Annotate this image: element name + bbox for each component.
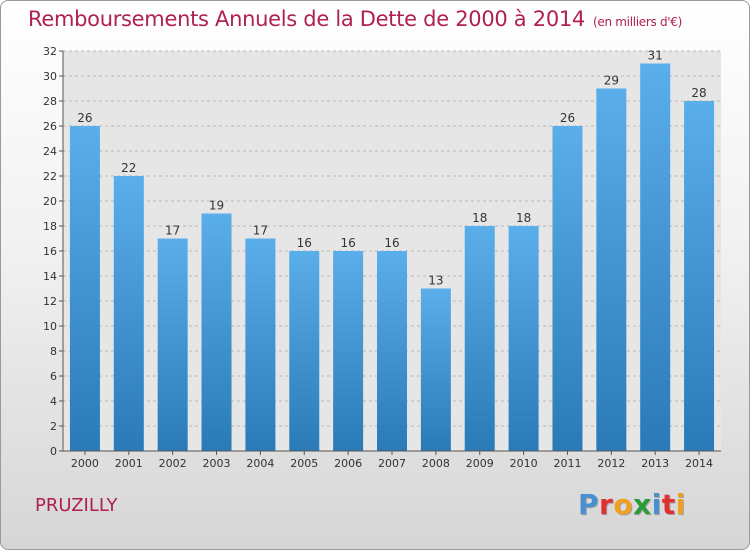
bar-value-label: 17 <box>253 224 268 238</box>
y-tick-label: 24 <box>43 145 57 158</box>
logo-letter: i <box>651 488 662 521</box>
y-tick-label: 30 <box>43 70 57 83</box>
x-tick-label: 2010 <box>510 457 538 470</box>
bar-2008 <box>420 288 451 451</box>
bar-value-label: 16 <box>384 236 399 250</box>
bar-2009 <box>464 226 495 451</box>
y-tick-label: 14 <box>43 270 57 283</box>
y-tick-label: 22 <box>43 170 57 183</box>
x-tick-label: 2005 <box>290 457 318 470</box>
logo-letter: i <box>675 488 686 521</box>
x-tick-label: 2008 <box>422 457 450 470</box>
chart-title: Remboursements Annuels de la Dette de 20… <box>28 7 682 31</box>
logo-letter: r <box>599 488 614 521</box>
bar-2013 <box>640 63 671 451</box>
bar-value-label: 13 <box>428 274 443 288</box>
bar-2007 <box>377 251 407 451</box>
bar-value-label: 26 <box>560 111 575 125</box>
bar-2011 <box>552 126 583 451</box>
bar-2005 <box>289 251 320 451</box>
bar-2014 <box>684 101 715 451</box>
bar-value-label: 19 <box>209 199 224 213</box>
x-tick-label: 2007 <box>378 457 406 470</box>
bar-value-label: 16 <box>340 236 355 250</box>
chart-unit: (en milliers d'€) <box>593 15 683 29</box>
bar-value-label: 16 <box>297 236 312 250</box>
y-tick-label: 18 <box>43 220 57 233</box>
y-tick-label: 4 <box>50 395 57 408</box>
proxiti-logo: Proxiti <box>578 488 686 521</box>
bar-2002 <box>157 238 188 451</box>
bar-value-label: 26 <box>77 111 92 125</box>
x-tick-label: 2003 <box>203 457 231 470</box>
logo-letter: x <box>633 488 652 521</box>
y-tick-label: 2 <box>50 420 57 433</box>
y-tick-label: 10 <box>43 320 57 333</box>
x-tick-label: 2009 <box>466 457 494 470</box>
bar-value-label: 18 <box>516 211 531 225</box>
x-tick-label: 2006 <box>334 457 362 470</box>
logo-letter: t <box>661 488 676 521</box>
bar-2012 <box>596 88 627 451</box>
bar-2010 <box>508 226 539 451</box>
bar-2004 <box>245 238 276 451</box>
bar-2001 <box>113 176 144 451</box>
x-tick-label: 2000 <box>71 457 99 470</box>
bar-2006 <box>333 251 364 451</box>
x-tick-label: 2012 <box>597 457 625 470</box>
x-tick-label: 2001 <box>115 457 143 470</box>
chart-title-text: Remboursements Annuels de la Dette de 20… <box>28 7 585 31</box>
y-tick-label: 6 <box>50 370 57 383</box>
bar-2000 <box>69 126 100 451</box>
bar-value-label: 17 <box>165 224 180 238</box>
x-tick-label: 2002 <box>159 457 187 470</box>
bar-2003 <box>201 213 232 451</box>
bar-value-label: 22 <box>121 161 136 175</box>
y-tick-label: 20 <box>43 195 57 208</box>
bar-value-label: 18 <box>472 211 487 225</box>
y-tick-label: 12 <box>43 295 57 308</box>
x-tick-label: 2004 <box>246 457 274 470</box>
bar-value-label: 29 <box>604 74 619 88</box>
y-tick-label: 26 <box>43 120 57 133</box>
y-tick-label: 0 <box>50 445 57 458</box>
y-tick-label: 16 <box>43 245 57 258</box>
bar-value-label: 28 <box>691 86 706 100</box>
logo-letter: o <box>613 488 634 521</box>
x-tick-label: 2011 <box>553 457 581 470</box>
bar-value-label: 31 <box>648 49 663 63</box>
x-tick-label: 2014 <box>685 457 713 470</box>
y-tick-label: 32 <box>43 45 57 58</box>
commune-name: PRUZILLY <box>35 495 118 516</box>
y-tick-label: 8 <box>50 345 57 358</box>
y-tick-label: 28 <box>43 95 57 108</box>
x-tick-label: 2013 <box>641 457 669 470</box>
logo-letter: P <box>578 488 600 521</box>
